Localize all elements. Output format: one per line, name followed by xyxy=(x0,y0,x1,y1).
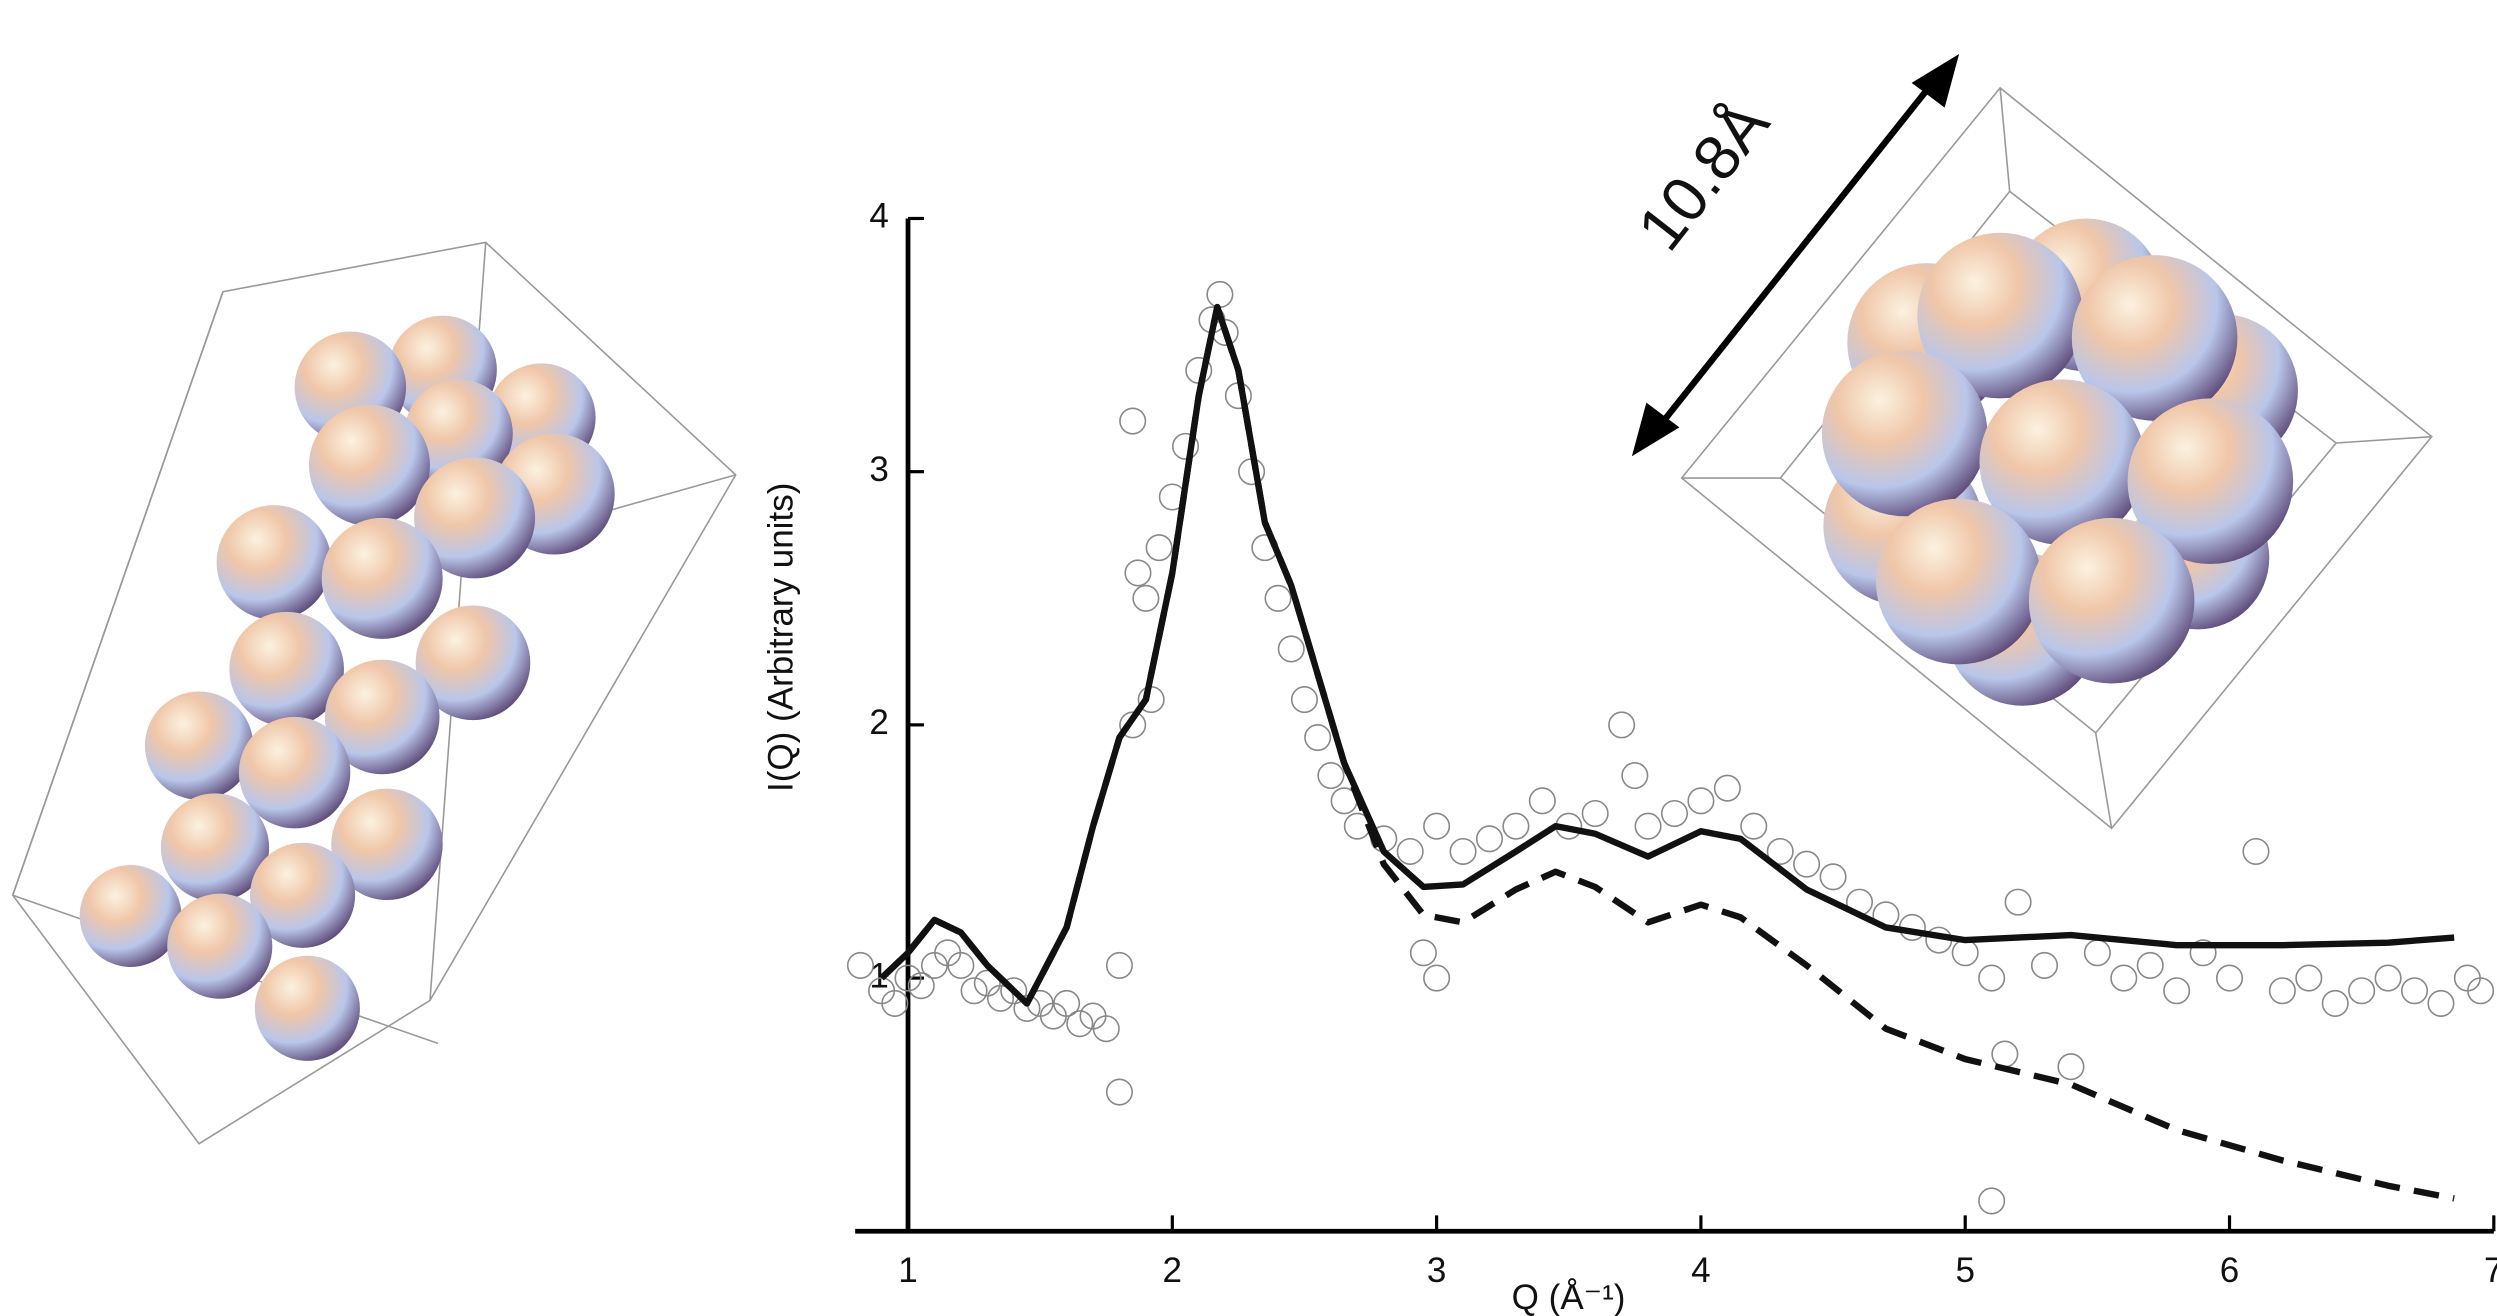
y-tick-label: 1 xyxy=(869,956,888,995)
data-point xyxy=(1951,939,1979,967)
data-point xyxy=(1304,724,1332,752)
x-tick-label: 3 xyxy=(1427,1251,1446,1290)
x-tick-label: 7 xyxy=(2484,1251,2497,1290)
data-point xyxy=(1819,863,1847,891)
data-point xyxy=(1991,1040,2019,1068)
data-point xyxy=(1608,711,1636,739)
data-point xyxy=(2374,964,2402,992)
data-point xyxy=(1713,774,1741,802)
data-point xyxy=(2083,939,2111,967)
data-point xyxy=(2189,939,2217,967)
x-tick-label: 1 xyxy=(898,1251,917,1290)
data-point xyxy=(1978,1187,2006,1215)
series-line xyxy=(879,303,2455,1007)
data-point xyxy=(894,964,922,992)
data-point xyxy=(2427,989,2455,1017)
data-point xyxy=(2242,837,2270,866)
data-point xyxy=(1687,787,1715,815)
data-point xyxy=(1105,951,1133,979)
data-point xyxy=(1317,761,1345,790)
left-cluster xyxy=(11,241,737,1145)
x-axis-label: Q (Å⁻¹) xyxy=(1512,1278,1626,1316)
data-point xyxy=(907,972,935,1000)
data-point xyxy=(881,989,909,1017)
data-point xyxy=(1978,964,2006,992)
data-point xyxy=(2057,1053,2085,1081)
x-tick-label: 2 xyxy=(1163,1251,1182,1290)
data-point xyxy=(1290,686,1319,714)
data-point xyxy=(1634,812,1662,840)
data-point xyxy=(1092,1015,1120,1043)
data-point xyxy=(1502,812,1530,840)
x-tick-label: 4 xyxy=(1691,1251,1710,1290)
data-point xyxy=(2004,888,2032,916)
data-point xyxy=(1124,559,1152,587)
data-point xyxy=(1264,584,1292,612)
data-point xyxy=(2321,989,2349,1017)
data-point xyxy=(1000,977,1028,1005)
data-point xyxy=(1423,964,1451,992)
data-point xyxy=(1066,1010,1094,1038)
data-point xyxy=(986,984,1015,1012)
data-point xyxy=(1119,711,1147,739)
data-point xyxy=(1132,584,1160,612)
data-point xyxy=(1145,534,1173,562)
x-tick-label: 5 xyxy=(1955,1251,1974,1290)
data-point xyxy=(2030,951,2059,979)
data-point xyxy=(1105,1078,1133,1106)
data-point xyxy=(1528,787,1556,815)
data-point xyxy=(2163,977,2191,1005)
data-point xyxy=(947,951,975,979)
data-point xyxy=(1475,825,1504,853)
y-tick-label: 2 xyxy=(869,703,888,742)
data-point xyxy=(1396,837,1424,866)
data-point xyxy=(1740,812,1768,840)
size-annotation: 10.8Å xyxy=(1624,88,1783,263)
data-point xyxy=(1013,994,1041,1023)
data-point xyxy=(1053,989,1081,1017)
data-point xyxy=(2467,977,2495,1005)
data-point xyxy=(960,977,988,1005)
data-point xyxy=(1171,432,1200,460)
data-point xyxy=(2348,977,2376,1005)
data-point xyxy=(1119,407,1147,435)
data-point xyxy=(2215,964,2244,992)
data-point xyxy=(1793,850,1821,878)
data-point xyxy=(1206,280,1234,308)
y-tick-label: 3 xyxy=(869,450,888,489)
data-point xyxy=(1766,837,1794,866)
x-tick-label: 6 xyxy=(2220,1251,2239,1290)
data-point xyxy=(2268,977,2296,1005)
data-point xyxy=(2136,951,2164,979)
data-point xyxy=(1409,939,1437,967)
data-point xyxy=(2110,964,2138,992)
data-point xyxy=(1621,761,1649,790)
data-point xyxy=(1423,812,1451,840)
data-point xyxy=(1449,837,1477,866)
data-point xyxy=(1660,799,1689,828)
data-point xyxy=(1581,799,1609,828)
right-cluster: 10.8Å xyxy=(1624,53,2433,830)
data-point xyxy=(846,951,874,979)
data-point xyxy=(2295,964,2323,992)
data-point xyxy=(2400,977,2429,1005)
y-tick-label: 4 xyxy=(869,197,888,236)
y-axis-label: I(Q) (Arbitrary units) xyxy=(762,483,801,792)
data-point xyxy=(1277,635,1305,663)
